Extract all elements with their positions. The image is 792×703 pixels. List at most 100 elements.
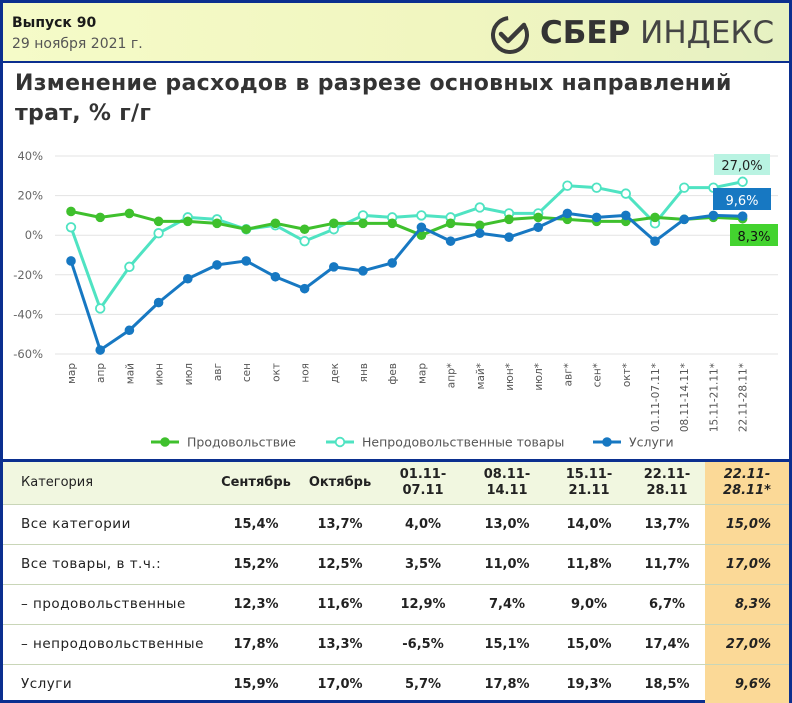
data-point bbox=[299, 283, 310, 294]
x-tick-label: янв bbox=[358, 363, 370, 382]
data-point bbox=[124, 261, 135, 273]
data-point bbox=[183, 216, 193, 227]
column-header: Октябрь bbox=[308, 474, 372, 490]
data-point bbox=[358, 266, 368, 276]
data-point bbox=[621, 210, 631, 221]
row-category: Все категории bbox=[21, 516, 131, 532]
table-row: Все категории 15,4% 13,7% 4,0% 13,0% 14,0% 13,… bbox=[3, 504, 789, 544]
end-label-box bbox=[730, 224, 778, 246]
data-point bbox=[329, 262, 339, 272]
end-label: 27,0% bbox=[721, 159, 762, 174]
x-tick-label: май* bbox=[475, 363, 487, 389]
table-cell: 13,0% bbox=[484, 516, 530, 532]
table-cell: 13,7% bbox=[317, 516, 363, 532]
data-point bbox=[153, 228, 164, 239]
data-point bbox=[562, 208, 573, 219]
x-tick-label: мар bbox=[66, 363, 78, 384]
data-point bbox=[329, 218, 339, 229]
x-tick-label: 08.11-14.11* bbox=[679, 363, 691, 432]
table-row: – непродовольственные 17,8% 13,3% -6,5% 15,1… bbox=[3, 624, 789, 664]
data-point bbox=[445, 218, 456, 229]
data-point bbox=[475, 220, 485, 231]
x-tick-label: дек bbox=[329, 363, 341, 383]
chart-panel: Изменение расходов в разрезе основных на… bbox=[3, 65, 789, 457]
end-label-box bbox=[714, 154, 770, 175]
end-label: 8,3% bbox=[737, 230, 770, 245]
data-point bbox=[737, 211, 748, 221]
y-tick-label: -20% bbox=[13, 268, 43, 282]
data-point bbox=[620, 188, 632, 199]
table-cell: 11,7% bbox=[644, 556, 690, 572]
data-point bbox=[650, 212, 660, 223]
row-category: – продовольственные bbox=[21, 596, 186, 612]
legend-marker bbox=[334, 436, 346, 448]
column-header: 01.11- 07.11 bbox=[399, 466, 447, 498]
column-header: 08.11- 14.11 bbox=[483, 466, 531, 498]
data-point bbox=[416, 210, 427, 221]
end-label-box bbox=[713, 188, 771, 210]
data-point bbox=[562, 180, 573, 191]
data-point bbox=[153, 216, 164, 227]
table-cell: 15,0% bbox=[705, 504, 789, 544]
data-point bbox=[299, 235, 310, 247]
table-cell: 14,0% bbox=[566, 516, 612, 532]
legend-label: Непродовольственные товары bbox=[362, 435, 564, 450]
data-point bbox=[416, 222, 427, 233]
y-tick-label: -40% bbox=[13, 307, 43, 321]
x-tick-label: апр* bbox=[446, 363, 458, 388]
data-point bbox=[241, 224, 251, 235]
x-tick-label: окт bbox=[270, 363, 282, 382]
logo-bold-text: СБЕР bbox=[540, 15, 631, 51]
table-cell: 12,5% bbox=[317, 556, 363, 572]
legend-marker bbox=[160, 437, 170, 447]
x-tick-label: сен* bbox=[592, 363, 604, 387]
logo-light-text: ИНДЕКС bbox=[640, 15, 775, 51]
data-point bbox=[270, 218, 281, 229]
data-point bbox=[124, 208, 135, 219]
data-point bbox=[183, 273, 193, 284]
data-point bbox=[679, 214, 690, 225]
table-cell: -6,5% bbox=[402, 636, 444, 652]
data-point bbox=[95, 345, 105, 355]
row-category: Все товары, в т.ч.: bbox=[21, 556, 162, 572]
column-header: 15.11- 21.11 bbox=[565, 466, 613, 498]
data-point bbox=[66, 206, 76, 217]
x-tick-label: 22.11-28.11* bbox=[738, 363, 750, 432]
y-tick-label: -60% bbox=[13, 347, 43, 361]
sber-index-logo: СБЕР ИНДЕКС bbox=[490, 11, 784, 55]
table-row: – продовольственные 12,3% 11,6% 12,9% 7,4% 9,… bbox=[3, 584, 789, 624]
table-cell: 13,7% bbox=[644, 516, 690, 532]
data-point bbox=[387, 218, 398, 229]
data-point bbox=[533, 222, 544, 233]
data-point bbox=[474, 202, 486, 213]
data-point bbox=[241, 256, 251, 266]
summary-table: Категория Сентябрь Октябрь 01.11- 07.11 08.11… bbox=[3, 462, 789, 703]
table-cell: 11,8% bbox=[566, 556, 612, 572]
data-point bbox=[153, 297, 164, 308]
issue-number: Выпуск 90 bbox=[12, 15, 97, 31]
table-cell: 6,7% bbox=[648, 596, 686, 612]
table-cell: 12,9% bbox=[400, 596, 446, 612]
data-point bbox=[533, 212, 544, 223]
table-cell: 13,3% bbox=[317, 636, 363, 652]
table-cell: 15,2% bbox=[233, 556, 279, 572]
data-point bbox=[94, 303, 106, 314]
table-cell: 7,4% bbox=[488, 596, 526, 612]
data-point bbox=[650, 236, 660, 246]
table-cell: 17,0% bbox=[317, 676, 363, 692]
table-cell: 15,4% bbox=[233, 516, 279, 532]
column-header-category: Категория bbox=[21, 474, 94, 490]
data-point bbox=[357, 210, 369, 221]
data-point bbox=[358, 218, 368, 229]
sber-check-icon bbox=[491, 16, 529, 54]
column-header: 22.11- 28.11* bbox=[705, 462, 789, 504]
logo-wordmark: СБЕР ИНДЕКС bbox=[540, 15, 774, 51]
table-row: Все товары, в т.ч.: 15,2% 12,5% 3,5% 11,0% 11… bbox=[3, 544, 789, 584]
x-tick-label: июн bbox=[154, 363, 166, 386]
table-cell: 9,0% bbox=[570, 596, 608, 612]
table-cell: 5,7% bbox=[404, 676, 442, 692]
data-point bbox=[299, 224, 310, 235]
table-cell: 15,9% bbox=[233, 676, 279, 692]
data-point bbox=[95, 212, 105, 223]
